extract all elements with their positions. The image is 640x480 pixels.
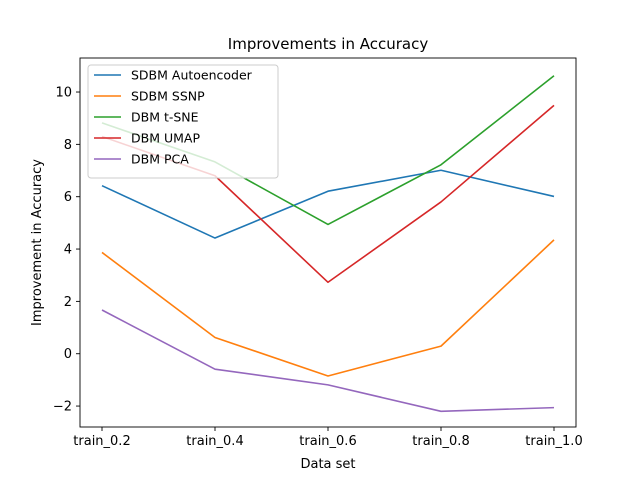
legend-entry-label: DBM t-SNE xyxy=(131,110,199,125)
y-tick-label: 4 xyxy=(64,243,72,258)
legend: SDBM Autoencoder SDBM SSNP DBM t-SNE DBM UM… xyxy=(87,64,279,179)
series-line-1 xyxy=(101,169,555,239)
series-line-2 xyxy=(101,239,555,377)
legend-entry-label: DBM UMAP xyxy=(131,131,200,146)
series-line-5 xyxy=(101,309,555,413)
legend-entry-label: DBM PCA xyxy=(131,152,189,167)
x-tick-label: train_0.6 xyxy=(299,434,356,449)
x-tick-label: train_0.4 xyxy=(186,434,243,449)
y-tick-label: 8 xyxy=(64,138,72,153)
y-tick-label: −2 xyxy=(53,400,72,415)
y-axis-label: Improvement in Accuracy xyxy=(30,159,45,326)
x-tick-label: train_0.8 xyxy=(412,434,469,449)
y-tick-label: 2 xyxy=(64,295,72,310)
x-axis-ticks: train_0.2 train_0.4 train_0.6 train_0.8 trai… xyxy=(73,427,583,449)
legend-box xyxy=(87,64,279,179)
legend-entry-label: SDBM Autoencoder xyxy=(131,68,253,83)
y-axis-ticks: −2 0 2 4 6 8 10 xyxy=(53,86,80,415)
x-axis-label: Data set xyxy=(300,457,355,472)
legend-entry-label: SDBM SSNP xyxy=(131,89,205,104)
x-tick-label: train_0.2 xyxy=(73,434,130,449)
y-tick-label: 6 xyxy=(64,190,72,205)
chart-title: Improvements in Accuracy xyxy=(228,35,429,53)
y-tick-label: 10 xyxy=(55,86,72,101)
x-tick-label: train_1.0 xyxy=(525,434,582,449)
y-tick-label: 0 xyxy=(64,347,72,362)
